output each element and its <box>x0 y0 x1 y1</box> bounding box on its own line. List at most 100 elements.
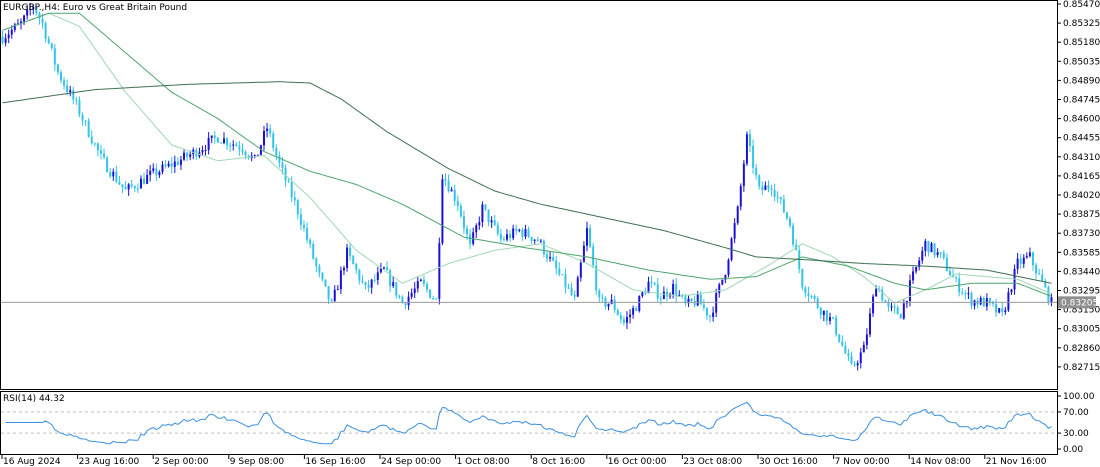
candle-body <box>219 142 222 144</box>
candle-body <box>155 168 158 176</box>
candle-body <box>555 260 558 269</box>
candle-body <box>302 224 305 229</box>
price-tick-label: 0.83585 <box>1063 248 1100 258</box>
candle-body <box>887 302 890 307</box>
price-tick-label: 0.83295 <box>1063 287 1100 297</box>
candle-body <box>549 256 552 259</box>
price-tick-label: 0.83730 <box>1063 229 1100 239</box>
candle-body <box>755 167 758 176</box>
candle-body <box>490 220 493 223</box>
candle-body <box>585 228 588 246</box>
candle-body <box>315 258 318 267</box>
time-axis: 16 Aug 2024 23 Aug 16:00 2 Sep 00:00 9 Sep … <box>1 455 1047 467</box>
candle-body <box>785 212 788 219</box>
candle-body <box>859 352 862 364</box>
candle-body <box>616 310 619 316</box>
candle-body <box>466 228 469 235</box>
candle-body <box>96 143 99 151</box>
candle-body <box>641 292 644 297</box>
candle-body <box>475 225 478 233</box>
candle-body <box>702 304 705 308</box>
candle-body <box>1016 258 1019 269</box>
candle-body <box>44 23 47 39</box>
candle-body <box>450 189 453 192</box>
candle-body <box>936 252 939 256</box>
rsi-line <box>5 401 1052 445</box>
candle-body <box>284 167 287 181</box>
time-tick-label: 16 Aug 2024 <box>3 457 61 467</box>
candle-body <box>124 187 127 190</box>
candle-body <box>146 174 149 184</box>
candle-body <box>773 189 776 197</box>
candle-body <box>1007 292 1010 311</box>
candle-body <box>121 184 124 188</box>
candle-body <box>84 120 87 122</box>
candle-body <box>321 272 324 280</box>
candle-body <box>75 99 78 101</box>
candle-body <box>173 161 176 167</box>
rsi-axis: 100.00 70.00 30.00 0.00 <box>1057 392 1095 455</box>
candle-body <box>865 334 868 345</box>
candle-body <box>570 287 573 295</box>
candle-body <box>164 164 167 167</box>
candle-body <box>364 282 367 286</box>
time-tick-label: 16 Sep 16:00 <box>305 457 365 467</box>
candle-body <box>592 246 595 266</box>
candle-body <box>579 262 582 278</box>
candle-body <box>1038 273 1041 275</box>
candle-body <box>687 298 690 304</box>
candle-body <box>850 356 853 364</box>
candle-body <box>290 182 293 198</box>
candle-body <box>441 179 444 244</box>
candle-body <box>841 341 844 346</box>
candle-body <box>69 90 72 93</box>
chart-title: EURGBP.,H4: Euro vs Great Britain Pound <box>3 3 187 13</box>
candle-body <box>496 224 499 234</box>
candle-body <box>99 150 102 154</box>
candle-body <box>881 289 884 301</box>
candle-body <box>595 265 598 291</box>
candle-body <box>1047 287 1050 303</box>
candle-body <box>103 153 106 158</box>
current-price-label: 0.83205 <box>1061 298 1098 308</box>
candle-body <box>761 186 764 191</box>
candle-body <box>973 300 976 306</box>
candle-body <box>564 274 567 288</box>
candle-body <box>838 334 841 342</box>
candle-body <box>210 135 213 139</box>
candle-body <box>696 294 699 306</box>
candle-body <box>625 317 628 323</box>
candle-body <box>832 317 835 319</box>
candle-body <box>518 229 521 231</box>
candle-body <box>567 287 570 289</box>
candle-body <box>287 180 290 183</box>
candle-body <box>779 197 782 200</box>
candle-body <box>416 281 419 289</box>
candle-body <box>573 294 576 297</box>
candle-body <box>143 178 146 184</box>
candle-body <box>764 185 767 191</box>
candle-body <box>395 282 398 296</box>
candle-body <box>662 291 665 300</box>
candle-body <box>183 152 186 160</box>
candle-body <box>379 268 382 273</box>
candle-body <box>23 15 26 22</box>
candle-body <box>610 299 613 304</box>
candle-body <box>705 307 708 316</box>
candle-body <box>678 295 681 297</box>
candle-body <box>512 228 515 239</box>
candle-body <box>644 292 647 294</box>
rsi-tick-label: 100.00 <box>1063 392 1095 402</box>
candle-body <box>709 315 712 317</box>
candle-body <box>136 188 139 190</box>
candle-body <box>456 200 459 206</box>
candle-body <box>109 172 112 177</box>
candle-body <box>207 138 210 150</box>
candle-body <box>330 299 333 301</box>
candle-body <box>1028 252 1031 257</box>
price-tick-label: 0.83440 <box>1063 267 1100 277</box>
candle-body <box>607 303 610 307</box>
candle-body <box>539 240 542 242</box>
candle-body <box>118 181 121 185</box>
candle-body <box>401 296 404 304</box>
